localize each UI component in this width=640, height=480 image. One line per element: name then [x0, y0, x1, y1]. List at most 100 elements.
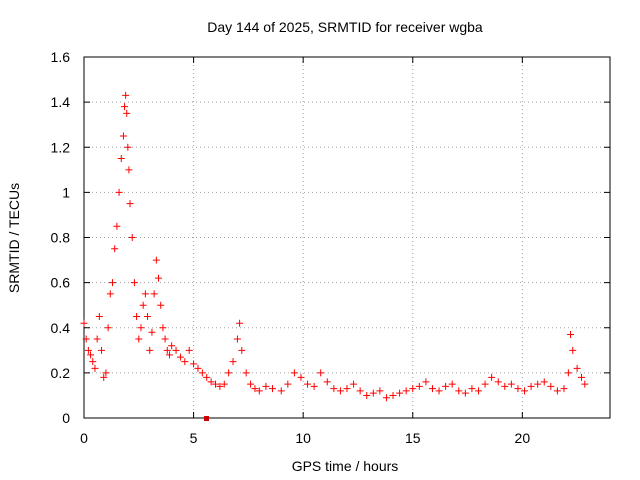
- data-point: [159, 324, 167, 332]
- data-point: [117, 155, 125, 163]
- data-point: [198, 369, 206, 377]
- data-point: [376, 387, 384, 395]
- data-point: [514, 385, 522, 393]
- data-point: [396, 389, 404, 397]
- data-point: [141, 290, 149, 298]
- data-point: [128, 234, 136, 241]
- data-point: [91, 364, 99, 372]
- data-point: [194, 364, 202, 372]
- data-point: [236, 319, 244, 327]
- data-point: [130, 279, 138, 287]
- data-point: [133, 312, 141, 320]
- data-point: [123, 109, 131, 117]
- data-point: [251, 385, 259, 393]
- data-point: [119, 132, 127, 140]
- y-tick-label: 0.2: [51, 365, 71, 381]
- marker-square: [204, 416, 209, 421]
- data-point: [98, 346, 106, 354]
- data-point: [87, 351, 95, 359]
- y-tick-label: 0.6: [51, 275, 71, 291]
- data-point: [534, 380, 542, 388]
- x-tick-label: 15: [405, 430, 421, 446]
- grid-lines: [84, 57, 610, 418]
- data-point: [540, 378, 548, 386]
- axis-ticks: 0 0.2 0.4 0.6 0.8 1 1.2 1.4 1.6 0 5 10 15 20: [51, 49, 610, 446]
- data-point: [190, 360, 198, 368]
- data-point: [238, 346, 246, 354]
- data-point: [242, 369, 250, 377]
- y-tick-label: 0: [62, 410, 70, 426]
- data-point: [442, 382, 450, 390]
- data-point: [310, 382, 318, 390]
- data-point: [382, 394, 390, 402]
- data-point: [415, 382, 423, 390]
- data-point: [560, 385, 568, 393]
- data-point: [115, 188, 123, 196]
- data-point: [581, 380, 589, 388]
- data-point: [573, 364, 581, 372]
- data-point: [108, 279, 116, 287]
- data-point: [82, 335, 90, 343]
- y-tick-label: 1.2: [51, 139, 71, 155]
- data-point: [176, 353, 184, 361]
- data-point: [363, 391, 371, 399]
- data-point: [564, 369, 572, 377]
- data-point: [481, 380, 489, 388]
- y-tick-label: 0.4: [51, 320, 71, 336]
- data-point: [126, 200, 134, 208]
- data-point: [255, 387, 263, 395]
- data-point: [343, 385, 351, 393]
- data-point: [155, 274, 163, 282]
- data-point: [336, 387, 344, 395]
- data-point: [161, 335, 169, 343]
- data-point: [284, 380, 292, 388]
- data-point: [165, 351, 173, 359]
- data-point: [100, 373, 108, 381]
- data-point: [553, 387, 561, 395]
- data-point: [567, 331, 575, 339]
- data-point: [547, 382, 555, 390]
- data-point: [139, 301, 147, 309]
- data-point: [225, 369, 233, 377]
- data-point: [428, 385, 436, 393]
- data-point: [323, 378, 331, 386]
- data-point: [569, 346, 577, 354]
- data-point: [203, 373, 211, 381]
- data-point: [157, 301, 165, 309]
- data-points: [80, 91, 589, 402]
- data-point: [475, 387, 482, 395]
- data-point: [369, 389, 377, 397]
- data-point: [297, 373, 305, 381]
- x-tick-label: 20: [515, 430, 531, 446]
- data-point: [89, 358, 97, 366]
- data-point: [268, 385, 276, 393]
- y-tick-label: 0.8: [51, 230, 71, 246]
- data-point: [163, 346, 171, 354]
- data-point: [113, 222, 121, 230]
- data-point: [468, 385, 476, 393]
- data-point: [216, 382, 224, 390]
- data-point: [93, 335, 101, 343]
- data-point: [290, 369, 298, 377]
- data-point: [148, 328, 156, 336]
- y-tick-label: 1: [62, 184, 70, 200]
- y-tick-label: 1.4: [51, 94, 71, 110]
- data-point: [135, 335, 143, 343]
- data-point: [402, 387, 410, 395]
- data-point: [350, 380, 358, 388]
- data-point: [121, 103, 129, 111]
- data-point: [448, 380, 456, 388]
- data-point: [389, 391, 397, 399]
- data-point: [521, 387, 529, 395]
- data-point: [80, 319, 88, 327]
- data-point: [106, 290, 114, 298]
- data-point: [277, 387, 285, 395]
- data-point: [330, 385, 338, 393]
- data-point: [501, 382, 509, 390]
- data-point: [527, 382, 535, 390]
- data-point: [144, 312, 152, 320]
- data-point: [317, 369, 325, 377]
- data-point: [356, 387, 364, 395]
- data-point: [125, 166, 133, 174]
